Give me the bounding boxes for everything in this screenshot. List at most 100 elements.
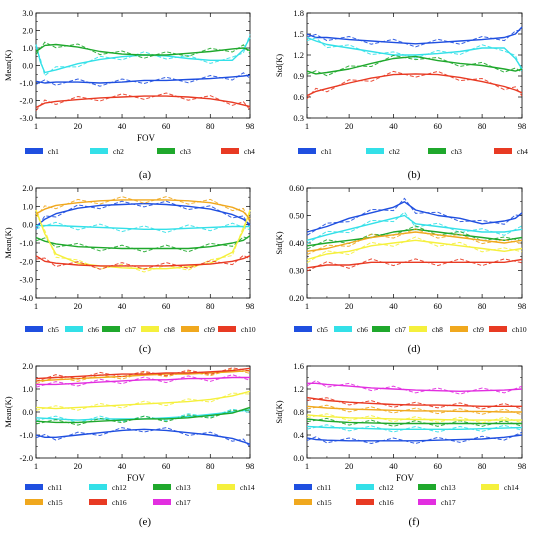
y-tick-label: -3.0 xyxy=(20,113,33,123)
legend-label: ch12 xyxy=(112,483,127,492)
legend: ch11 ch12 ch13 ch14 ch15 ch16 ch17 xyxy=(25,483,255,507)
y-tick-label: 0.3 xyxy=(293,113,304,123)
series-dashed-ch13 xyxy=(306,417,523,427)
x-tick-label: 98 xyxy=(246,121,255,131)
y-tick-label: -1.0 xyxy=(20,238,33,248)
x-tick-label: 80 xyxy=(206,461,215,471)
series-line-ch3 xyxy=(306,55,523,75)
series-dashed-ch6 xyxy=(35,221,251,234)
legend-swatch xyxy=(481,484,499,490)
legend-label: ch15 xyxy=(48,498,63,507)
legend: ch11 ch12 ch13 ch14 ch15 ch16 ch17 xyxy=(294,483,519,507)
series-dashed-ch14 xyxy=(306,413,523,424)
legend-swatch xyxy=(334,326,352,332)
x-tick-label: 60 xyxy=(162,121,171,131)
y-tick-label: -4.0 xyxy=(20,293,33,303)
x-tick-label: 80 xyxy=(478,301,487,311)
legend-swatch xyxy=(90,148,108,154)
series-dashed-ch2 xyxy=(306,37,523,73)
y-tick-label: -1.0 xyxy=(20,78,33,88)
y-axis-label: Mean(K) xyxy=(3,227,13,258)
x-axis-label: FOV xyxy=(127,473,146,483)
series-dashed-ch14 xyxy=(35,392,251,411)
legend-label: ch3 xyxy=(180,147,191,156)
series-dashed-ch9 xyxy=(306,228,523,256)
series-line-ch7 xyxy=(306,228,523,247)
series-dashed-ch5 xyxy=(306,197,523,236)
legend-swatch xyxy=(25,484,43,490)
series-dashed-ch15 xyxy=(306,404,523,416)
x-tick-label: 98 xyxy=(246,461,255,471)
legend-swatch xyxy=(294,499,312,505)
x-tick-label: 40 xyxy=(118,121,127,131)
x-tick-label: 20 xyxy=(345,121,354,131)
series-line-ch14 xyxy=(306,414,522,421)
series-dashed-ch6 xyxy=(306,211,523,245)
x-tick-label: 60 xyxy=(434,121,443,131)
panel-caption: (e) xyxy=(139,516,152,528)
y-tick-label: 1.6 xyxy=(293,361,304,371)
x-tick-label: 20 xyxy=(345,461,354,471)
x-axis-label: FOV xyxy=(396,473,415,483)
legend-label: ch9 xyxy=(204,325,215,334)
panel-caption: (c) xyxy=(139,343,152,355)
legend-label: ch7 xyxy=(125,325,136,334)
legend-swatch xyxy=(298,148,316,154)
legend-label: ch9 xyxy=(473,325,484,334)
legend-label: ch8 xyxy=(164,325,175,334)
x-tick-label: 80 xyxy=(478,461,487,471)
legend-label: ch2 xyxy=(389,147,400,156)
legend-swatch xyxy=(141,326,159,332)
series-line-ch15 xyxy=(306,405,522,413)
x-tick-label: 80 xyxy=(478,121,487,131)
series-line-ch17 xyxy=(36,376,250,386)
y-tick-label: 0.60 xyxy=(289,183,304,193)
y-tick-label: 1.2 xyxy=(293,384,304,394)
series-line-ch5 xyxy=(306,201,523,233)
legend-label: ch6 xyxy=(88,325,99,334)
panel-caption: (f) xyxy=(409,516,420,528)
legend-label: ch11 xyxy=(317,483,332,492)
series-line-ch4 xyxy=(35,95,251,109)
legend: ch5 ch6 ch7 ch8 ch9 ch10 xyxy=(294,325,527,334)
x-tick-label: 98 xyxy=(518,301,527,311)
series-dashed-ch17 xyxy=(35,374,251,388)
series-dashed-ch13 xyxy=(35,409,251,426)
x-tick-label: 40 xyxy=(118,301,127,311)
legend-label: ch17 xyxy=(176,498,191,507)
legend-swatch xyxy=(450,326,468,332)
y-tick-label: -2.0 xyxy=(20,96,33,106)
series-dashed-ch10 xyxy=(306,258,523,272)
legend: ch5 ch6 ch7 ch8 ch9 ch10 xyxy=(25,325,256,334)
y-axis-label: Std(K) xyxy=(274,231,284,254)
series-line-ch2 xyxy=(306,36,523,70)
y-axis-label: Mean(K) xyxy=(3,50,13,81)
legend-label: ch13 xyxy=(441,483,456,492)
x-tick-label: 1 xyxy=(34,121,38,131)
legend-swatch xyxy=(25,326,43,332)
x-tick-label: 1 xyxy=(34,301,38,311)
x-tick-label: 98 xyxy=(246,301,255,311)
plot-frame xyxy=(35,12,251,119)
series-dashed-ch12 xyxy=(306,424,523,433)
legend-swatch xyxy=(89,484,107,490)
chart-panel: 1 20 40 60 80 98 -4.0 -3.0 -2.0 -1.0 0.0 1.0 2.0 Mean… xyxy=(3,183,256,355)
y-tick-label: 0.50 xyxy=(289,211,304,221)
series-line-ch5 xyxy=(35,202,251,228)
series-dashed-ch15 xyxy=(35,368,251,385)
series-line-ch6 xyxy=(36,224,250,231)
series-line-ch4 xyxy=(306,73,523,97)
legend-label: ch16 xyxy=(379,498,394,507)
x-tick-label: 98 xyxy=(518,121,527,131)
legend-swatch xyxy=(494,148,512,154)
x-tick-label: 20 xyxy=(74,121,83,131)
panel-caption: (a) xyxy=(139,169,152,181)
series-dashed-ch1 xyxy=(35,72,251,87)
series-dashed-ch7 xyxy=(35,236,251,253)
chart-panel: 1 20 40 60 80 98-2.0-1.00.01.02.0Mean(K)FOVch… xyxy=(3,361,255,528)
series-line-ch10 xyxy=(35,255,251,267)
legend-label: ch10 xyxy=(241,325,256,334)
